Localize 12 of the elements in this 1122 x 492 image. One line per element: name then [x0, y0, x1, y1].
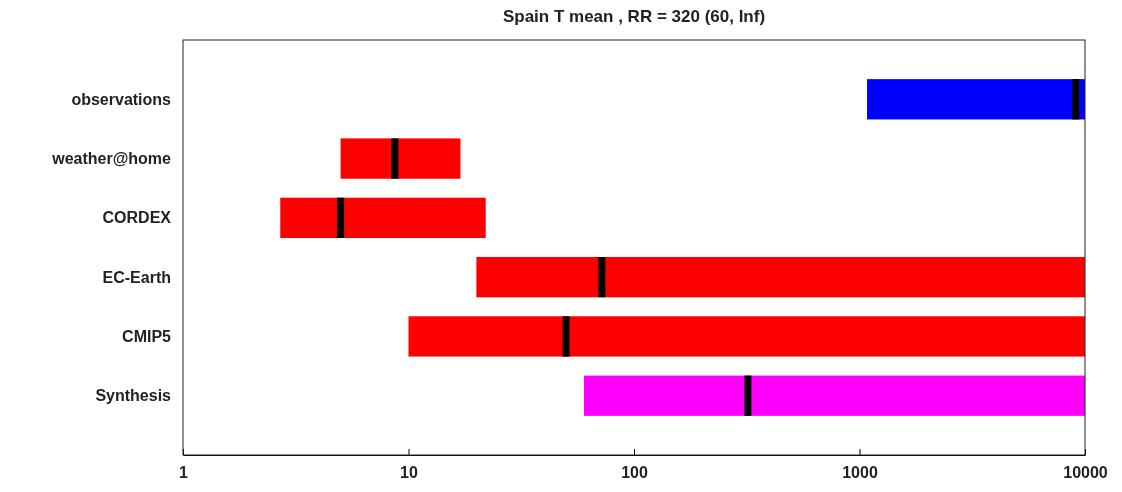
y-tick-label: CORDEX [102, 209, 172, 227]
y-tick-label: CMIP5 [122, 328, 172, 346]
y-tick-label: Synthesis [95, 387, 172, 405]
x-tick-label: 1000 [842, 464, 878, 482]
y-tick-label: weather@home [51, 150, 172, 168]
x-tick-label: 10000 [1063, 464, 1108, 482]
x-tick-label: 10 [400, 464, 418, 482]
y-tick-label: EC-Earth [102, 268, 171, 286]
y-tick-label: observations [71, 90, 172, 108]
chart-title: Spain T mean , RR = 320 (60, Inf) [502, 7, 766, 26]
x-tick-label: 100 [621, 464, 648, 482]
x-tick-label: 1 [179, 464, 189, 482]
